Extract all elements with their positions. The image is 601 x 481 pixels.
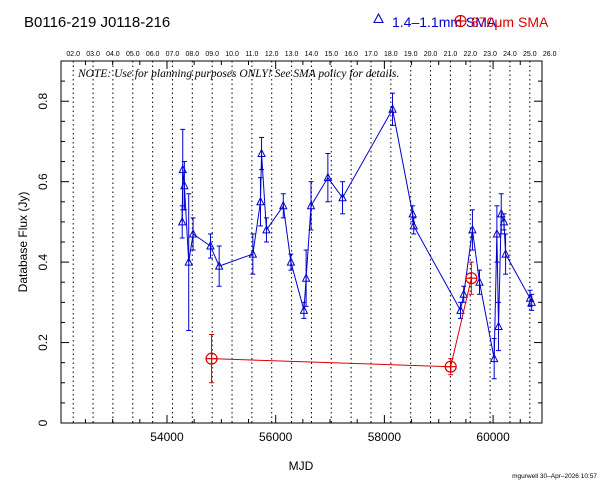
year-tick-label: 05.0 (126, 51, 140, 58)
year-tick-labels: 02.0 03.0 04.0 05.0 06.0 07.0 08.0 09.0 10.0 11.0… (66, 51, 556, 58)
x-tick-label: 60000 (476, 430, 510, 444)
x-tick-label: 54000 (150, 430, 184, 444)
year-gridlines (72, 61, 531, 423)
data-point (206, 240, 215, 250)
year-tick-label: 17.0 (364, 51, 378, 58)
x-tick-label: 56000 (259, 430, 293, 444)
data-point (475, 277, 484, 286)
data-point (214, 261, 224, 270)
data-point (468, 224, 477, 234)
y-axis-label: Database Flux (Jy) (16, 192, 30, 293)
data-point (184, 256, 194, 266)
year-tick-label: 21.0 (444, 51, 458, 58)
data-point (494, 321, 503, 330)
series-line (181, 107, 533, 359)
data-point (492, 228, 502, 238)
plot-credit: mgurwell 30–Apr–2026 10:57 (512, 473, 597, 480)
year-tick-label: 11.0 (245, 51, 258, 58)
year-tick-label: 22.0 (463, 51, 477, 58)
year-tick-label: 04.0 (106, 51, 120, 58)
data-point (408, 208, 417, 218)
data-point (459, 289, 469, 298)
data-point (262, 224, 271, 234)
y-tick-label: 0.6 (36, 173, 50, 190)
data-point (338, 192, 347, 202)
x-axis-label: MJD (289, 459, 314, 473)
data-point (257, 148, 266, 158)
data-point (299, 305, 309, 314)
year-tick-label: 08.0 (185, 51, 199, 58)
data-point (188, 228, 198, 238)
data-point (409, 220, 419, 230)
y-tick-label: 0.4 (36, 253, 50, 270)
year-tick-label: 26.0 (543, 51, 557, 58)
data-point (456, 305, 465, 314)
series-line (211, 278, 472, 368)
year-tick-label: 02.0 (66, 51, 80, 58)
data-point (527, 297, 536, 306)
data-point (489, 353, 499, 363)
year-tick-label: 10.0 (225, 51, 239, 58)
year-tick-label: 06.0 (146, 51, 160, 58)
year-tick-label: 14.0 (305, 51, 319, 58)
y-tick-label: 0.2 (36, 334, 50, 351)
year-tick-label: 18.0 (384, 51, 398, 58)
legend-red: 870μm SMA (454, 14, 549, 30)
data-point (256, 196, 265, 206)
circle-plus-marker-icon (454, 14, 467, 28)
x-tick-label: 58000 (368, 430, 402, 444)
year-tick-label: 16.0 (344, 51, 358, 58)
axis-ticks (61, 60, 542, 424)
data-point (306, 200, 316, 210)
data-point (180, 180, 189, 190)
data-point (496, 208, 506, 218)
y-tick-label: 0.8 (36, 93, 50, 110)
legend-blue-label: 1.4–1.1mm SMA (392, 14, 497, 30)
year-tick-label: 25.0 (523, 51, 537, 58)
triangle-marker-icon (373, 12, 384, 24)
year-tick-label: 20.0 (424, 51, 438, 58)
data-point (499, 216, 509, 226)
year-tick-label: 09.0 (205, 51, 219, 58)
data-point (177, 216, 187, 226)
legend-blue: 1.4–1.1mm SMA (373, 12, 497, 30)
data-point (323, 172, 333, 182)
year-tick-label: 15.0 (324, 51, 338, 58)
data-point (248, 248, 258, 258)
y-tick-label: 0 (36, 419, 50, 426)
year-tick-label: 23.0 (483, 51, 497, 58)
series-870um (205, 261, 478, 384)
source-names: B0116-219 J0118-216 (24, 14, 170, 31)
year-tick-label: 03.0 (86, 51, 100, 58)
data-point (278, 200, 288, 210)
series-1.4-1.1mm (177, 92, 536, 380)
x-tick-labels: 54000 56000 58000 60000 (150, 430, 510, 444)
year-tick-label: 13.0 (285, 51, 299, 58)
year-tick-label: 24.0 (503, 51, 517, 58)
year-tick-label: 07.0 (166, 51, 180, 58)
planning-note: NOTE: Use for planning purposes ONLY! Se… (77, 68, 399, 80)
data-point (388, 104, 397, 113)
data-point (501, 248, 510, 258)
legend-red-label: 870μm SMA (471, 14, 549, 30)
y-tick-labels: 0 0.2 0.4 0.6 0.8 (36, 93, 50, 427)
data-point (286, 256, 296, 266)
year-tick-label: 12.0 (265, 51, 279, 58)
year-tick-label: 19.0 (404, 51, 418, 58)
data-point (301, 273, 311, 282)
